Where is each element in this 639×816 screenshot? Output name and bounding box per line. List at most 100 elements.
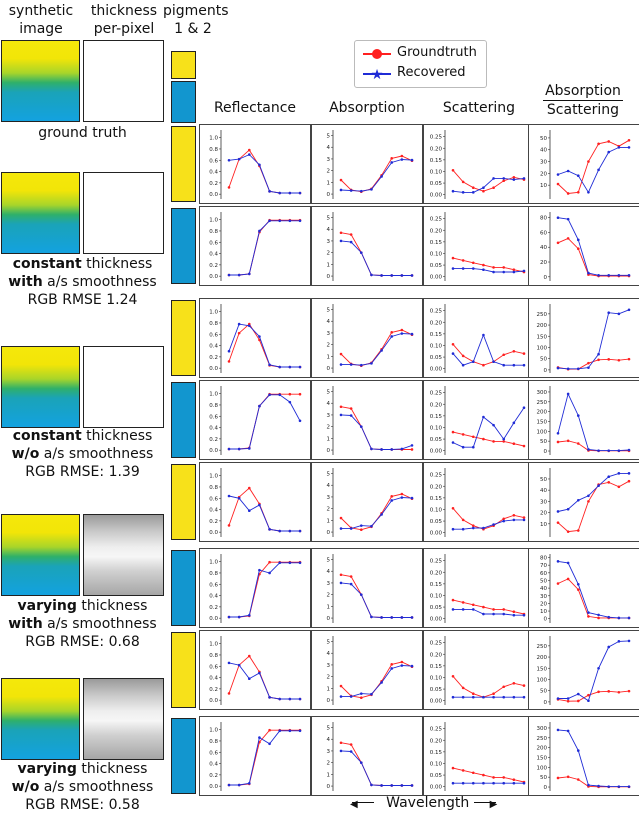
y-tick-label: 0.6 — [209, 240, 218, 246]
recovered-point — [288, 561, 292, 565]
synthetic-image — [1, 678, 80, 760]
groundtruth-point — [482, 437, 485, 441]
y-tick-label: 5 — [327, 308, 331, 314]
y-tick-label: 0 — [544, 449, 548, 455]
recovered-point — [298, 219, 302, 223]
groundtruth-point — [237, 331, 241, 335]
recovered-point — [227, 349, 231, 353]
y-tick-label: 3 — [327, 239, 331, 245]
plot-svg: 0.0 0.2 0.4 0.6 0.8 1.0 — [209, 722, 302, 791]
groundtruth-point — [471, 524, 475, 528]
recovered-point — [566, 507, 570, 511]
recovered-point — [349, 582, 353, 586]
recovered-point — [237, 615, 241, 619]
recovered-point — [512, 178, 516, 181]
recovered-point — [512, 613, 516, 617]
groundtruth-point — [461, 180, 465, 184]
groundtruth-point — [607, 358, 611, 361]
groundtruth-point — [607, 481, 611, 484]
y-tick-label: 0.8 — [209, 403, 218, 409]
reflectance-plot-yellow: 0.0 0.2 0.4 0.6 0.8 1.0 — [199, 462, 311, 542]
recovered-point — [587, 494, 590, 498]
y-tick-label: 0.0 — [209, 616, 218, 622]
y-tick-label: 50 — [540, 775, 547, 781]
groundtruth-line — [557, 139, 630, 194]
groundtruth-line — [557, 480, 630, 533]
recovered-point — [247, 677, 251, 680]
plot-svg: 0 1 2 3 4 5 — [327, 386, 414, 455]
y-tick-label: 60 — [540, 571, 547, 577]
y-tick-label: 1.0 — [209, 474, 218, 480]
recovered-point — [370, 273, 373, 277]
recovered-point — [556, 560, 560, 563]
reflectance-plot-yellow: 0.0 0.2 0.4 0.6 0.8 1.0 — [199, 124, 311, 204]
groundtruth-line — [340, 493, 413, 531]
plot-svg: 0.00 0.05 0.10 0.15 0.20 0.25 — [430, 468, 526, 537]
recovered-point — [288, 191, 292, 195]
groundtruth-point — [607, 690, 611, 693]
recovered-line — [453, 268, 525, 273]
y-tick-label: 5 — [327, 558, 331, 564]
recovered-point — [359, 189, 363, 193]
recovered-point — [502, 695, 506, 699]
recovered-point — [227, 615, 231, 619]
groundtruth-point — [247, 654, 251, 658]
recovered-point — [627, 472, 631, 475]
groundtruth-point — [597, 358, 600, 362]
y-tick-label: 30 — [540, 160, 547, 166]
recovered-point — [390, 784, 394, 787]
y-tick-label: 0.05 — [430, 181, 443, 187]
recovered-point — [471, 191, 475, 194]
y-tick-label: 300 — [537, 726, 548, 732]
groundtruth-line — [557, 690, 630, 702]
recovered-point — [400, 496, 404, 499]
plot-svg: 0.00 0.05 0.10 0.15 0.20 0.25 — [430, 554, 526, 623]
recovered-point — [502, 781, 506, 785]
recovered-point — [288, 365, 292, 369]
groundtruth-point — [339, 352, 343, 356]
groundtruth-line — [228, 655, 300, 700]
plot-svg: 0.00 0.05 0.10 0.15 0.20 0.25 — [430, 304, 526, 373]
y-tick-label: 0 — [544, 785, 548, 791]
y-tick-label: 0.15 — [430, 496, 443, 502]
recovered-line — [228, 495, 300, 532]
groundtruth-point — [512, 681, 516, 685]
groundtruth-point — [339, 231, 343, 235]
recovered-point — [410, 616, 414, 619]
pigment-2-swatch — [171, 81, 196, 123]
recovered-point — [288, 529, 292, 533]
recovered-point — [461, 695, 465, 699]
y-tick-label: 1 — [327, 518, 331, 524]
y-tick-label: 150 — [537, 334, 548, 340]
groundtruth-point — [627, 479, 631, 483]
recovered-point — [512, 421, 516, 425]
groundtruth-point — [400, 328, 404, 332]
recovered-point — [576, 238, 580, 242]
pigment-1-swatch — [171, 51, 196, 79]
recovered-point — [400, 664, 404, 667]
recovered-point — [627, 308, 631, 312]
recovered-point — [247, 782, 251, 785]
legend-recovered: Recovered — [397, 65, 466, 80]
y-tick-label: 0.0 — [209, 784, 218, 790]
recovered-point — [482, 415, 485, 419]
groundtruth-point — [556, 582, 560, 585]
groundtruth-point — [566, 577, 570, 581]
recovered-point — [566, 697, 570, 700]
groundtruth-line — [229, 729, 300, 786]
recovered-point — [237, 663, 241, 667]
y-tick-label: 40 — [540, 148, 547, 154]
groundtruth-point — [268, 560, 271, 564]
groundtruth-point — [461, 354, 465, 358]
groundtruth-point — [556, 182, 560, 186]
y-tick-label: 2 — [327, 343, 331, 349]
recovered-line — [229, 220, 300, 276]
y-tick-label: 0.25 — [430, 641, 443, 647]
absorption-plot-yellow: 0 1 2 3 4 5 — [311, 462, 423, 542]
groundtruth-line — [228, 487, 300, 532]
y-tick-label: 5 — [327, 472, 331, 478]
y-tick-label: 10 — [540, 609, 547, 615]
recovered-point — [492, 612, 495, 616]
recovered-point — [349, 527, 353, 530]
y-tick-label: 50 — [540, 439, 547, 445]
